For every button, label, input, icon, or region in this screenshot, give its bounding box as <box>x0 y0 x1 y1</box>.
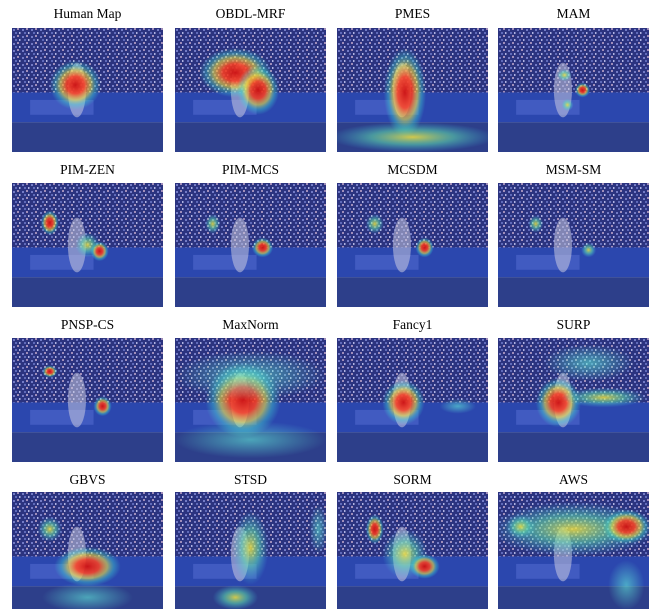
heat-spot <box>608 560 644 609</box>
panel-label: PNSP-CS <box>61 317 114 332</box>
heat-spot <box>366 214 384 234</box>
heat-spot <box>175 421 326 458</box>
heat-spot <box>543 344 634 381</box>
panel-label: GBVS <box>69 472 105 487</box>
heat-spot <box>366 514 384 544</box>
heat-spot <box>416 238 434 258</box>
saliency-image <box>337 183 488 307</box>
saliency-image <box>175 492 328 609</box>
heat-spot <box>38 517 62 542</box>
player <box>68 373 86 428</box>
tint <box>498 28 649 152</box>
saliency-image <box>12 338 163 462</box>
tint <box>337 183 488 307</box>
panel-label: MAM <box>557 6 591 21</box>
heat-spot <box>309 504 327 554</box>
heat-spot <box>506 514 536 539</box>
heat-spot <box>561 99 573 111</box>
heat-spot <box>528 215 543 232</box>
saliency-image <box>175 28 326 152</box>
panel-label: MaxNorm <box>222 317 279 332</box>
heat-spot <box>382 380 424 425</box>
saliency-image <box>12 492 163 609</box>
saliency-image <box>498 28 649 152</box>
heat-spot <box>91 241 109 261</box>
panel-label: MCSDM <box>387 162 437 177</box>
panel-label: OBDL-MRF <box>216 6 286 21</box>
heat-spot <box>581 243 596 258</box>
heat-spot <box>409 554 439 579</box>
heat-spot <box>575 83 590 98</box>
saliency-image <box>12 28 163 152</box>
heat-spot <box>602 509 649 544</box>
saliency-image <box>329 28 495 152</box>
heat-spot <box>440 399 476 414</box>
heat-spot <box>232 511 268 585</box>
panel-label: PIM-MCS <box>222 162 279 177</box>
tint <box>498 183 649 307</box>
panel-label: Human Map <box>54 6 122 21</box>
tint <box>12 338 163 462</box>
panel-label: PIM-ZEN <box>60 162 115 177</box>
heat-spot <box>213 585 258 609</box>
heat-spot <box>175 350 326 400</box>
panel-label: PMES <box>395 6 430 21</box>
saliency-image <box>175 338 326 462</box>
saliency-image <box>490 492 649 609</box>
tint <box>175 183 326 307</box>
heat-spot <box>42 365 57 377</box>
saliency-image <box>498 183 649 307</box>
heat-spot <box>329 122 495 152</box>
heat-spot <box>54 547 120 587</box>
heat-spot <box>252 238 273 258</box>
saliency-image <box>175 183 326 307</box>
player <box>393 218 411 273</box>
saliency-image <box>337 492 488 609</box>
panel-label: MSM-SM <box>546 162 602 177</box>
heat-spot <box>561 388 646 408</box>
heat-spot <box>50 60 101 110</box>
saliency-image <box>12 183 163 307</box>
panel-label: STSD <box>234 472 267 487</box>
panel-label: Fancy1 <box>393 317 433 332</box>
player <box>554 218 572 273</box>
panel-label: SORM <box>393 472 431 487</box>
panel-label: AWS <box>559 472 588 487</box>
heat-spot <box>94 396 112 416</box>
heat-spot <box>205 214 220 234</box>
panel-label: SURP <box>557 317 591 332</box>
saliency-image <box>498 338 649 462</box>
figure: Human Map OBDL-MRF PMES MAM PIM-ZEN PIM-MCS MC… <box>0 0 649 609</box>
saliency-image <box>337 338 488 462</box>
heat-spot <box>41 210 59 235</box>
player <box>231 218 249 273</box>
heat-spot <box>557 69 572 81</box>
heat-spot <box>237 65 279 115</box>
